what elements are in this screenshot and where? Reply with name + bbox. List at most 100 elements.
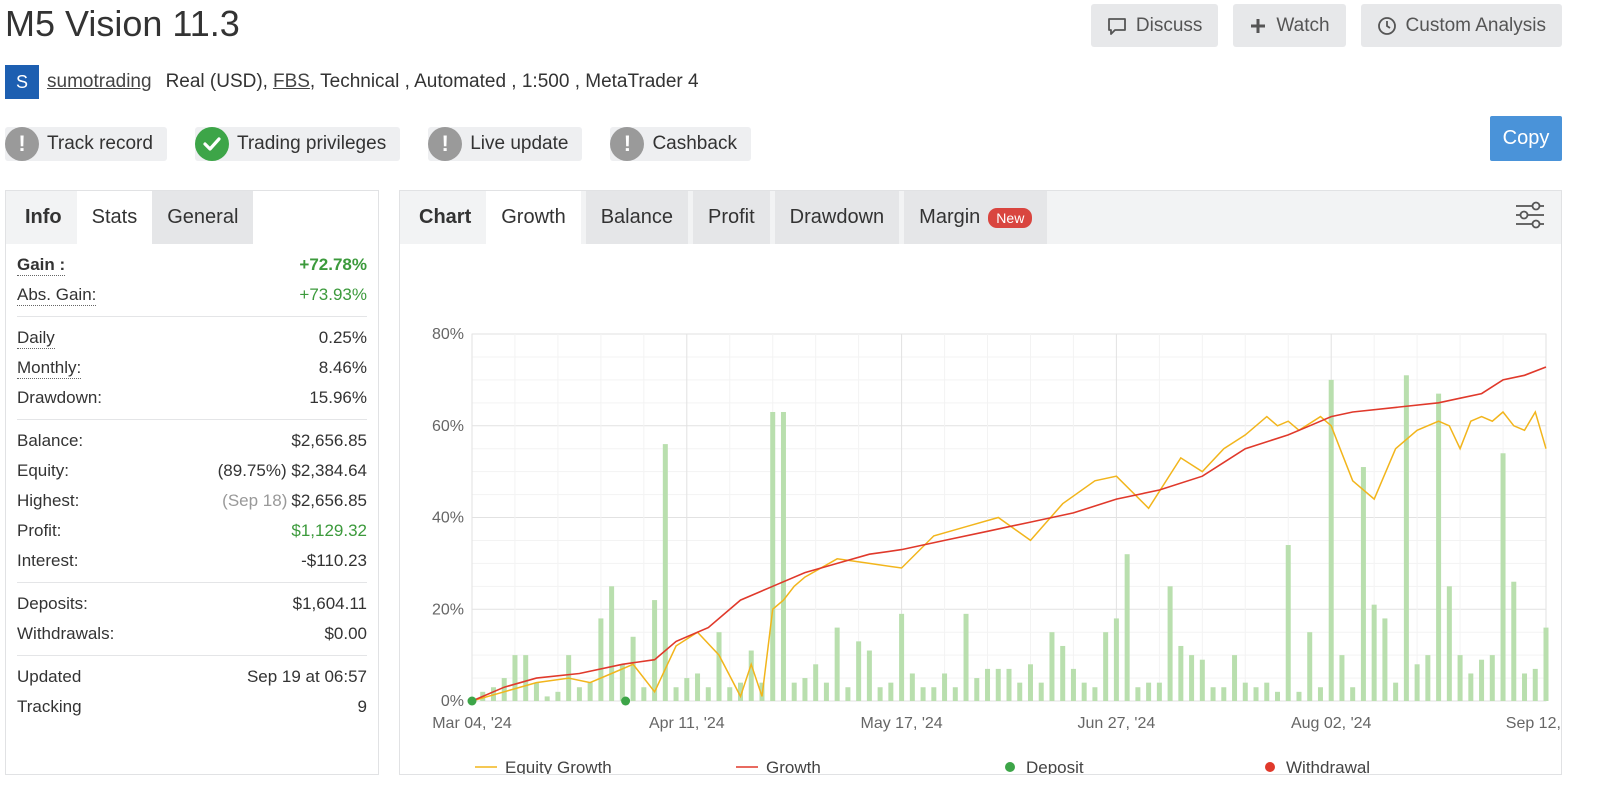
bar [1371, 604, 1377, 701]
updated-label: Updated [17, 667, 82, 686]
bar [748, 650, 754, 701]
updated-value: Sep 19 at 06:57 [246, 667, 367, 686]
profit-label: Profit: [17, 521, 62, 540]
bar [523, 655, 529, 701]
bar [909, 673, 915, 701]
bar [1199, 659, 1205, 701]
bar [598, 618, 604, 701]
badge-cashback[interactable]: ! Cashback [610, 127, 751, 161]
bar [1189, 655, 1195, 701]
bar [995, 668, 1001, 701]
bar [1543, 627, 1549, 701]
rate-group: Daily 0.25% Monthly: 8.46% Drawdown: 15.… [17, 317, 367, 420]
bar [684, 678, 690, 701]
copy-button[interactable]: Copy [1490, 116, 1562, 161]
bar [1317, 687, 1323, 701]
tab-margin-label: Margin [919, 206, 981, 228]
bar [544, 696, 550, 701]
chart-legend: Equity Growth Growth Deposit Withdrawal [475, 758, 1370, 777]
highest-label: Highest: [17, 491, 80, 510]
daily-label[interactable]: Daily [17, 327, 55, 349]
y-tick-label: 60% [432, 418, 464, 435]
legend-label: Equity Growth [505, 758, 612, 774]
bar [780, 411, 786, 701]
custom-analysis-button[interactable]: Custom Analysis [1360, 4, 1562, 47]
badge-live-update[interactable]: ! Live update [428, 127, 583, 161]
tab-growth[interactable]: Growth [486, 191, 581, 244]
bar [845, 687, 851, 701]
bar [866, 650, 872, 701]
badge-track-record[interactable]: ! Track record [5, 127, 167, 161]
bar [1210, 687, 1216, 701]
bar [630, 636, 636, 701]
exclamation-icon: ! [428, 127, 463, 161]
bar [1070, 668, 1076, 701]
legend-label: Growth [766, 758, 821, 774]
series-line-growth [471, 366, 1547, 702]
settings-sliders-icon[interactable] [1514, 200, 1546, 235]
new-badge: New [988, 207, 1033, 228]
bar [1092, 687, 1098, 701]
discuss-button[interactable]: Discuss [1090, 4, 1219, 47]
bar [716, 632, 722, 701]
bar [609, 586, 615, 701]
tab-general[interactable]: General [152, 191, 254, 244]
stat-tracking: Tracking 9 [17, 692, 367, 722]
y-axis-labels: 0% 20% 40% 60% 80% [432, 326, 464, 710]
withdrawals-value: $0.00 [324, 624, 367, 643]
chart-bars [480, 375, 1549, 701]
custom-analysis-label: Custom Analysis [1405, 14, 1546, 36]
tab-chart[interactable]: Chart [400, 191, 487, 244]
username-link[interactable]: sumotrading [47, 71, 152, 92]
bar [512, 655, 518, 701]
chart-lines [467, 366, 1547, 706]
bar [877, 687, 883, 701]
y-tick-label: 0% [441, 693, 464, 710]
bar [727, 687, 733, 701]
abs-gain-label[interactable]: Abs. Gain: [17, 284, 97, 306]
bar [1425, 655, 1431, 701]
discuss-label: Discuss [1135, 14, 1203, 36]
tab-drawdown[interactable]: Drawdown [774, 191, 900, 244]
bar [1436, 393, 1442, 701]
gain-label[interactable]: Gain : [17, 254, 66, 276]
balance-label: Balance: [17, 431, 84, 450]
stat-withdrawals: Withdrawals: $0.00 [17, 619, 367, 649]
tab-profit[interactable]: Profit [692, 191, 770, 244]
x-tick-label: Jun 27, '24 [1078, 715, 1156, 732]
watch-label: Watch [1276, 14, 1330, 36]
tab-margin[interactable]: Margin New [904, 191, 1048, 244]
monthly-label[interactable]: Monthly: [17, 357, 82, 379]
bar [1382, 618, 1388, 701]
bar [1328, 379, 1334, 701]
bar [856, 641, 862, 701]
account-info: S sumotrading Real (USD), FBS , Technica… [5, 65, 699, 99]
tracking-label: Tracking [17, 697, 82, 716]
bar [1393, 682, 1399, 701]
chart-tabs: Chart Growth Balance Profit Drawdown Mar… [400, 191, 1561, 244]
bar [888, 682, 894, 701]
balance-value: $2,656.85 [291, 431, 367, 450]
stat-gain: Gain : +72.78% [17, 250, 367, 280]
bar [738, 682, 743, 701]
stat-balance: Balance: $2,656.85 [17, 426, 367, 456]
monthly-value: 8.46% [318, 358, 367, 377]
check-icon [194, 127, 229, 161]
chat-bubble-icon [1107, 16, 1127, 36]
bar [1221, 687, 1227, 701]
badge-trading-privileges[interactable]: Trading privileges [194, 127, 401, 161]
tab-stats[interactable]: Stats [91, 206, 138, 228]
avatar[interactable]: S [5, 65, 39, 99]
bar [1113, 618, 1119, 701]
tab-info[interactable]: Info [6, 191, 77, 244]
broker-link[interactable]: FBS [272, 71, 310, 92]
deposits-label: Deposits: [17, 594, 88, 613]
watch-button[interactable]: Watch [1233, 4, 1346, 47]
header-actions: Discuss Watch Custom Analysis [1090, 4, 1562, 47]
stat-abs-gain: Abs. Gain: +73.93% [17, 280, 367, 310]
chart-grid [471, 333, 1547, 702]
x-tick-label: Aug 02, '24 [1291, 715, 1372, 732]
highest-value: $2,656.85 [291, 491, 367, 510]
tab-balance[interactable]: Balance [585, 191, 688, 244]
bar [1017, 682, 1023, 701]
